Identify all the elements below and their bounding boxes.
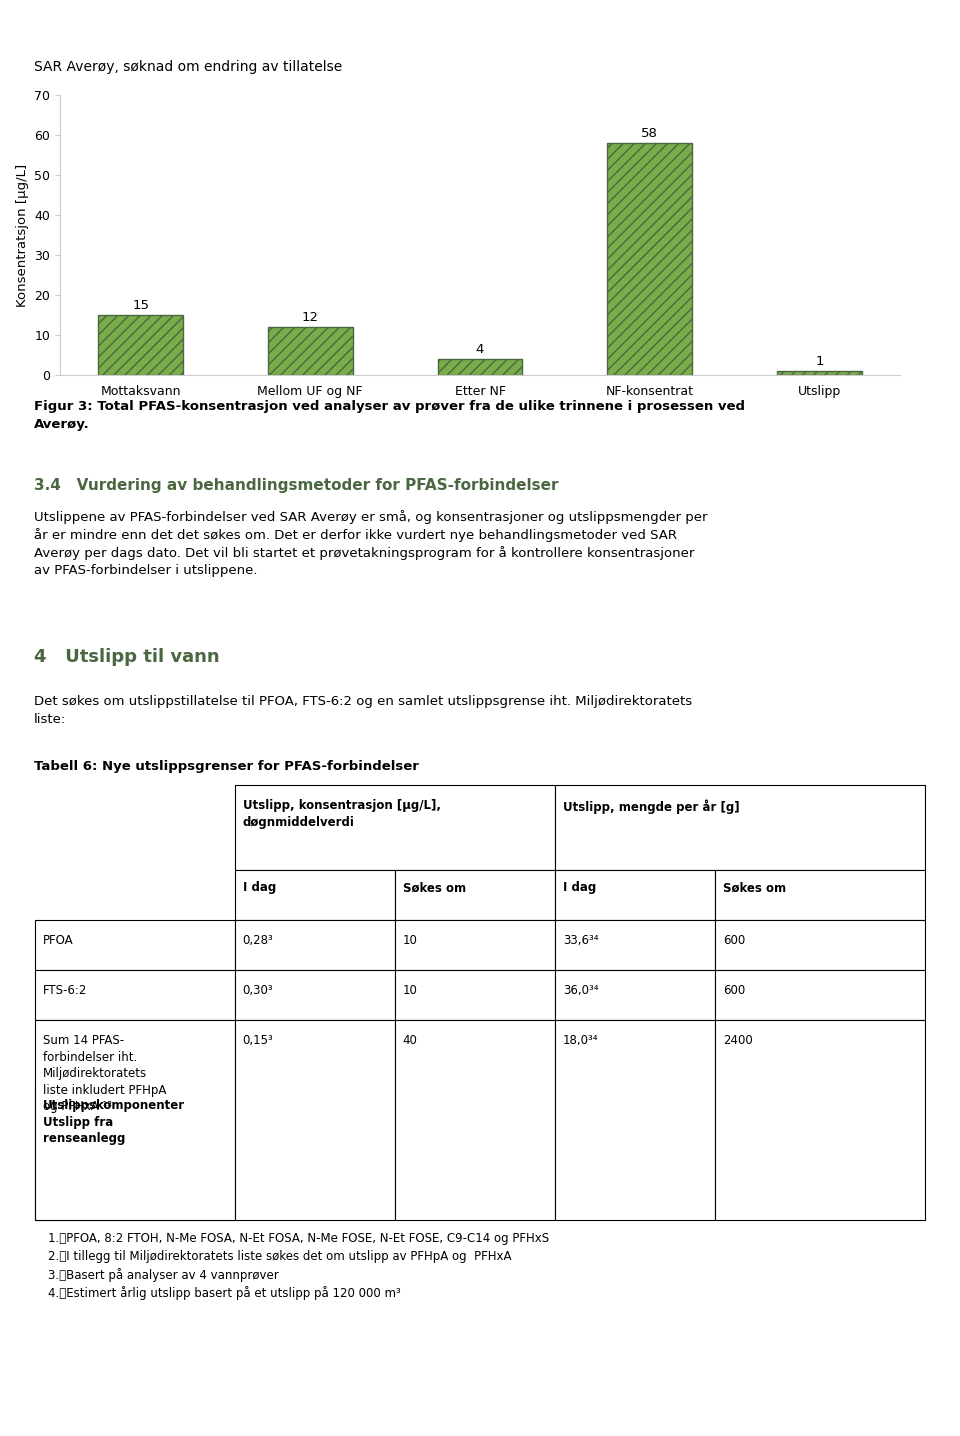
Text: 1.	PFOA, 8:2 FTOH, N-Me FOSA, N-Et FOSA, N-Me FOSE, N-Et FOSE, C9-C14 og PFHxS: 1. PFOA, 8:2 FTOH, N-Me FOSA, N-Et FOSA,… [48, 1232, 549, 1245]
Text: av PFAS-forbindelser i utslippene.: av PFAS-forbindelser i utslippene. [34, 564, 257, 577]
Text: Figur 3: Total PFAS-konsentrasjon ved analyser av prøver fra de ulike trinnene i: Figur 3: Total PFAS-konsentrasjon ved an… [34, 401, 745, 414]
Text: 58: 58 [641, 128, 659, 141]
Text: PFOA: PFOA [42, 935, 73, 948]
Text: 10: 10 [402, 984, 418, 998]
Text: 600: 600 [723, 935, 745, 948]
Text: Utslippskomponenter
Utslipp fra
renseanlegg: Utslippskomponenter Utslipp fra renseanl… [42, 1100, 185, 1146]
Text: I dag: I dag [243, 882, 276, 895]
Text: 10: 10 [402, 935, 418, 948]
Text: 0,15³: 0,15³ [243, 1034, 274, 1047]
Text: 600: 600 [723, 984, 745, 998]
Text: 0,28³: 0,28³ [243, 935, 274, 948]
Y-axis label: Konsentratsjon [μg/L]: Konsentratsjon [μg/L] [15, 164, 29, 306]
Bar [438, 359, 522, 375]
Text: Sum 14 PFAS-
forbindelser iht.
Miljødirektoratets
liste inkludert PFHpA
og PFHxA: Sum 14 PFAS- forbindelser iht. Miljødire… [42, 1034, 166, 1113]
Text: 3.	Basert på analyser av 4 vannprøver: 3. Basert på analyser av 4 vannprøver [48, 1268, 278, 1282]
Text: Søkes om: Søkes om [402, 882, 466, 895]
Text: 4.	Estimert årlig utslipp basert på et utslipp på 120 000 m³: 4. Estimert årlig utslipp basert på et u… [48, 1287, 400, 1300]
Text: Tabell 6: Nye utslippsgrenser for PFAS-forbindelser: Tabell 6: Nye utslippsgrenser for PFAS-f… [34, 760, 419, 773]
Text: 0,30³: 0,30³ [243, 984, 274, 998]
Text: 3.4   Vurdering av behandlingsmetoder for PFAS-forbindelser: 3.4 Vurdering av behandlingsmetoder for … [34, 478, 558, 493]
Text: Det søkes om utslippstillatelse til PFOA, FTS-6:2 og en samlet utslippsgrense ih: Det søkes om utslippstillatelse til PFOA… [34, 695, 692, 708]
Text: Averøy.: Averøy. [34, 418, 89, 431]
Text: 40: 40 [402, 1034, 418, 1047]
Text: Utslipp, konsentrasjon [µg/L],
døgnmiddelverdi: Utslipp, konsentrasjon [µg/L], døgnmidde… [243, 800, 441, 829]
Text: liste:: liste: [34, 714, 66, 727]
Text: 2.	I tillegg til Miljødirektoratets liste søkes det om utslipp av PFHpA og  PFHx: 2. I tillegg til Miljødirektoratets list… [48, 1249, 512, 1264]
Text: Utslipp, mengde per år [g]: Utslipp, mengde per år [g] [563, 800, 739, 814]
Text: Søkes om: Søkes om [723, 882, 786, 895]
Text: 15: 15 [132, 299, 149, 312]
Text: FTS-6:2: FTS-6:2 [42, 984, 87, 998]
Text: 2400: 2400 [723, 1034, 753, 1047]
Text: 18,0³⁴: 18,0³⁴ [563, 1034, 598, 1047]
Text: 1: 1 [815, 355, 824, 368]
Bar [98, 314, 183, 375]
Text: Utslippene av PFAS-forbindelser ved SAR Averøy er små, og konsentrasjoner og uts: Utslippene av PFAS-forbindelser ved SAR … [34, 510, 708, 524]
Text: Averøy per dags dato. Det vil bli startet et prøvetakningsprogram for å kontroll: Averøy per dags dato. Det vil bli starte… [34, 546, 694, 560]
Text: 4: 4 [476, 343, 484, 356]
Text: 33,6³⁴: 33,6³⁴ [563, 935, 598, 948]
Text: 36,0³⁴: 36,0³⁴ [563, 984, 598, 998]
Bar [777, 370, 862, 375]
Text: I dag: I dag [563, 882, 596, 895]
Text: 12: 12 [301, 312, 319, 325]
Text: SAR Averøy, søknad om endring av tillatelse: SAR Averøy, søknad om endring av tillate… [34, 60, 342, 75]
Bar [608, 144, 692, 375]
Text: 4   Utslipp til vann: 4 Utslipp til vann [34, 648, 219, 666]
Bar [268, 327, 352, 375]
Text: år er mindre enn det det søkes om. Det er derfor ikke vurdert nye behandlingsmet: år er mindre enn det det søkes om. Det e… [34, 528, 677, 541]
